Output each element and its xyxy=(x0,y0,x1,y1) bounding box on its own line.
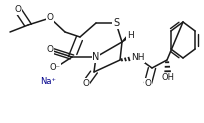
Text: O⁻: O⁻ xyxy=(50,63,61,72)
Text: O: O xyxy=(144,78,152,87)
Text: OH: OH xyxy=(162,74,174,83)
Text: O: O xyxy=(47,14,53,23)
Text: O: O xyxy=(82,78,90,87)
Text: S: S xyxy=(113,18,119,28)
Text: O: O xyxy=(14,6,21,15)
Text: NH: NH xyxy=(131,54,145,62)
Text: N: N xyxy=(92,52,100,62)
Text: Na⁺: Na⁺ xyxy=(40,77,56,86)
Polygon shape xyxy=(122,34,132,42)
Text: O: O xyxy=(47,46,53,54)
Text: H: H xyxy=(127,31,133,39)
